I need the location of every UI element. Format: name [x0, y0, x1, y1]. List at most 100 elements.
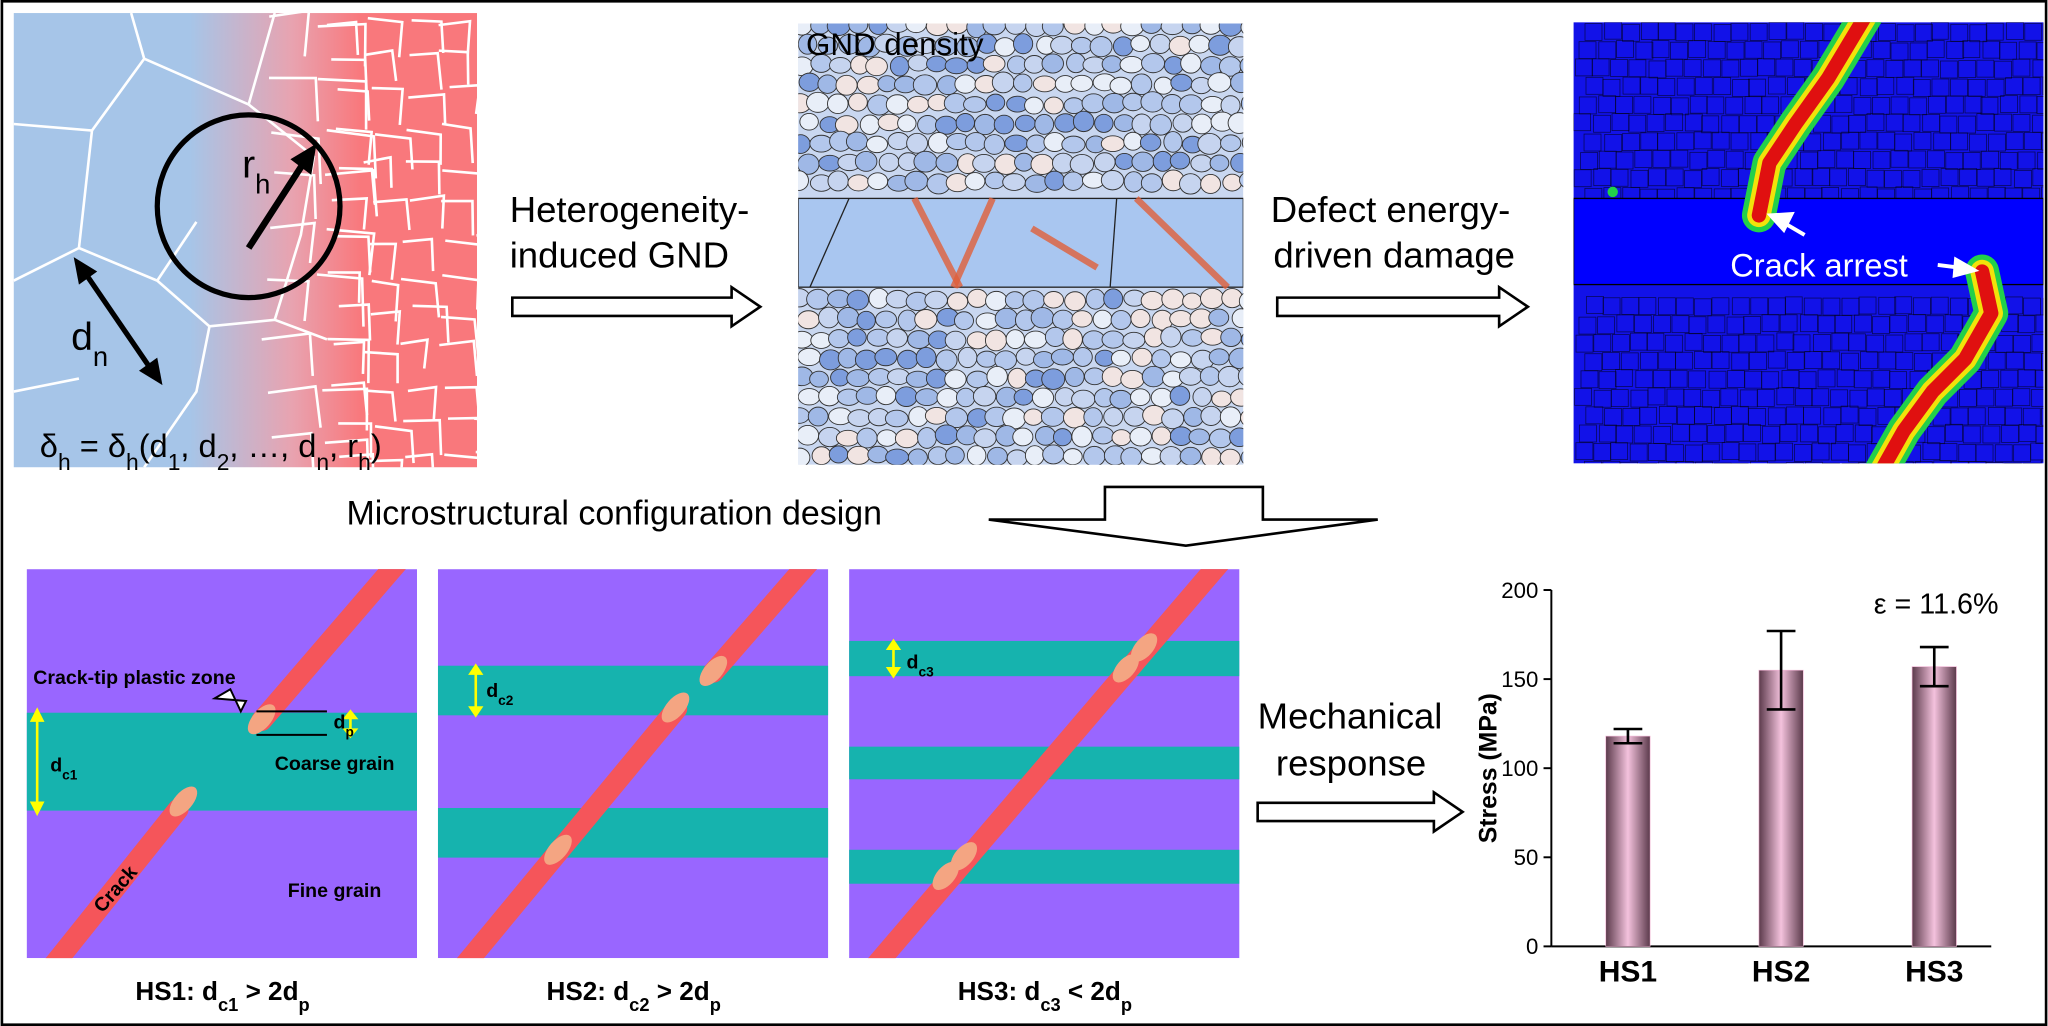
- grain: [1804, 351, 1823, 369]
- grain: [1768, 462, 1787, 464]
- grain: [966, 445, 987, 465]
- text-part: δ: [40, 427, 58, 464]
- grain: [1168, 35, 1192, 56]
- grain: [1799, 40, 1818, 59]
- text-part: ): [371, 427, 382, 464]
- grain: [1731, 297, 1750, 316]
- grain: [1610, 389, 1629, 407]
- grain: [994, 153, 1018, 175]
- subscript: 2: [217, 449, 230, 475]
- grain: [1044, 170, 1065, 191]
- grain: [1659, 406, 1677, 424]
- grain: [1042, 444, 1065, 465]
- grain: [984, 329, 1007, 352]
- grain: [1794, 167, 1813, 186]
- grain: [847, 328, 867, 347]
- grain: [2023, 297, 2041, 316]
- grain: [1130, 308, 1151, 328]
- grain: [1647, 443, 1666, 461]
- grain: [1994, 60, 2012, 79]
- grain: [1602, 78, 1621, 97]
- grain: [1785, 462, 1804, 464]
- grain: [1818, 426, 1836, 445]
- grain-boundary: [409, 51, 443, 90]
- grain: [1580, 370, 1599, 389]
- grain: [1237, 366, 1244, 386]
- grain: [1602, 352, 1620, 370]
- grain: [1161, 408, 1185, 430]
- text-part: HS1: d: [135, 976, 218, 1006]
- grain-boundary: [364, 350, 399, 384]
- arrow: [1275, 284, 1531, 329]
- bar: [1911, 666, 1957, 947]
- grain: [2042, 77, 2044, 96]
- grain: [2032, 168, 2044, 187]
- subscript: c3: [918, 664, 934, 679]
- grain: [1110, 349, 1131, 367]
- grain: [1701, 115, 1720, 134]
- grain: [2012, 388, 2031, 407]
- grain: [2031, 388, 2044, 407]
- grain: [1646, 114, 1665, 132]
- grain: [1946, 41, 1965, 59]
- grain-boundary: [317, 22, 367, 67]
- grain-boundary: [317, 77, 368, 130]
- grain: [1657, 78, 1676, 96]
- grain: [1227, 112, 1244, 134]
- grain: [1890, 149, 1909, 168]
- grain: [1634, 150, 1653, 168]
- grain: [1151, 349, 1172, 369]
- grain: [1123, 171, 1144, 193]
- grain: [875, 310, 898, 329]
- grain: [1822, 297, 1841, 316]
- grain: [1023, 55, 1045, 74]
- grain: [1586, 296, 1604, 314]
- grain: [1102, 92, 1127, 114]
- y-tick-label: 100: [1501, 756, 1538, 781]
- dc-label: dc3: [907, 651, 935, 679]
- grain: [1950, 132, 1969, 151]
- grain: [1688, 40, 1707, 58]
- grain: [2017, 369, 2036, 388]
- grain: [1070, 36, 1093, 55]
- grain: [1884, 170, 1902, 189]
- zone-label: Crack-tip plastic zone: [33, 667, 235, 689]
- grain: [983, 134, 1005, 155]
- grain: [799, 113, 819, 131]
- grain: [1240, 97, 1244, 111]
- grain: [1885, 59, 1904, 78]
- grain: [1200, 173, 1222, 194]
- grain: [1169, 385, 1191, 406]
- grain: [964, 132, 987, 152]
- subscript: c1: [62, 767, 78, 782]
- grain: [1111, 429, 1132, 447]
- grain: [1651, 40, 1670, 58]
- grain: [1113, 114, 1135, 132]
- grain: [1675, 23, 1694, 42]
- text-part: d: [907, 651, 919, 673]
- grain: [1889, 315, 1908, 333]
- grain: [956, 387, 976, 408]
- grain: [1693, 131, 1712, 150]
- grain: [1743, 316, 1761, 334]
- grain: [1665, 168, 1684, 187]
- grain: [967, 288, 988, 308]
- text-part: HS2: d: [547, 976, 630, 1006]
- grain: [1684, 113, 1703, 132]
- grain: [2022, 407, 2041, 426]
- annotation: ε = 11.6%: [1874, 589, 1999, 621]
- grain: [973, 428, 997, 448]
- grain: [1120, 447, 1143, 465]
- dc-label: dc2: [486, 680, 514, 708]
- grain-boundary: [333, 340, 366, 374]
- grain: [1612, 334, 1630, 352]
- grain: [807, 406, 829, 427]
- grain: [1012, 427, 1034, 447]
- radius-label: rh: [242, 144, 270, 200]
- grain: [1701, 443, 1720, 462]
- grain-boundary: [445, 239, 478, 246]
- grain: [1981, 150, 1999, 169]
- grain: [934, 115, 958, 135]
- grain: [1707, 315, 1726, 334]
- grain: [835, 74, 858, 96]
